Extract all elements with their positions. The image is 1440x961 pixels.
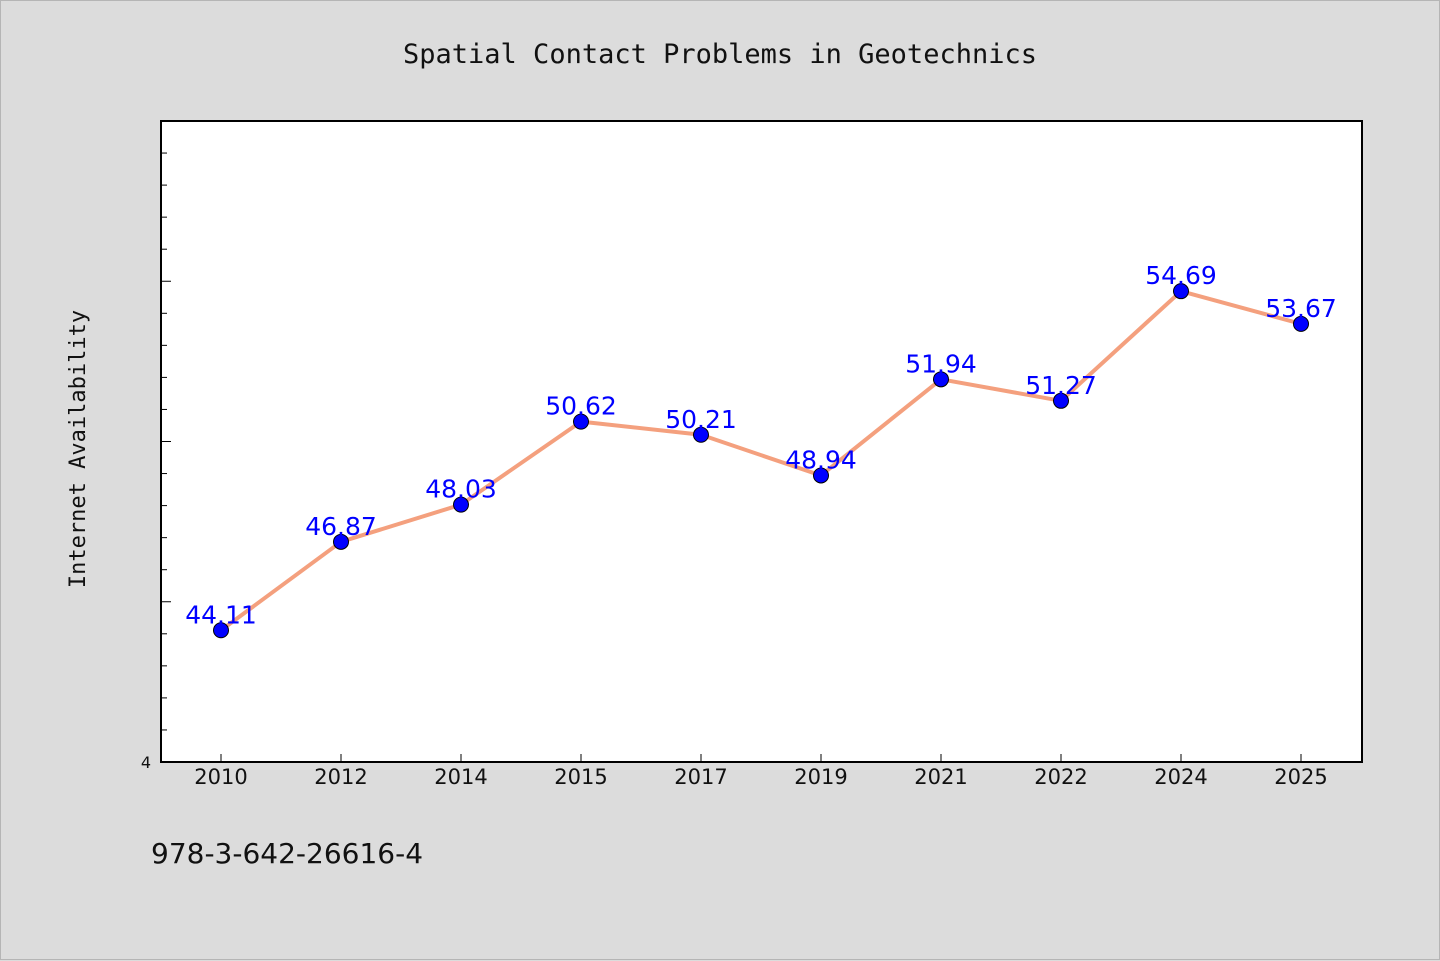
series-layer bbox=[213, 283, 1309, 639]
x-axis-ticks: 2010 2012 2014 2015 2017 2019 2021 2022 2024 2025 bbox=[194, 754, 1328, 789]
data-point bbox=[1173, 283, 1189, 300]
data-label: 46.87 bbox=[305, 512, 377, 541]
x-tick-label: 2014 bbox=[434, 765, 487, 789]
x-tick-label: 2015 bbox=[554, 765, 607, 789]
data-label: 53.67 bbox=[1265, 294, 1337, 323]
data-labels-layer: 44.11 46.87 48.03 50.62 50.21 48.94 51.94 51.27… bbox=[185, 261, 1337, 629]
data-label: 48.94 bbox=[785, 445, 857, 474]
data-label: 48.03 bbox=[425, 475, 497, 504]
x-tick-label: 2017 bbox=[674, 765, 727, 789]
data-label: 51.94 bbox=[905, 349, 977, 378]
plot-area bbox=[160, 120, 1363, 763]
data-label: 51.27 bbox=[1025, 371, 1097, 400]
y-tick-label: 4 bbox=[141, 753, 151, 772]
data-point bbox=[333, 533, 349, 550]
x-tick-label: 2025 bbox=[1274, 765, 1327, 789]
y-axis-ticks bbox=[161, 120, 171, 763]
data-point bbox=[573, 413, 589, 430]
data-point bbox=[1053, 392, 1069, 409]
y-axis-label: Internet Availability bbox=[66, 310, 91, 588]
data-point bbox=[213, 622, 229, 639]
data-label: 50.21 bbox=[665, 405, 737, 434]
data-label: 44.11 bbox=[185, 600, 257, 629]
data-point bbox=[453, 496, 469, 513]
x-tick-label: 2024 bbox=[1154, 765, 1207, 789]
isbn-text: 978-3-642-26616-4 bbox=[151, 837, 423, 870]
x-tick-label: 2012 bbox=[314, 765, 367, 789]
data-label: 50.62 bbox=[545, 392, 617, 421]
x-tick-label: 2010 bbox=[194, 765, 247, 789]
x-tick-label: 2019 bbox=[794, 765, 847, 789]
x-tick-label: 2022 bbox=[1034, 765, 1087, 789]
data-point bbox=[1293, 315, 1309, 332]
x-tick-label: 2021 bbox=[914, 765, 967, 789]
data-point bbox=[933, 371, 949, 388]
data-point bbox=[813, 467, 829, 484]
chart-title: Spatial Contact Problems in Geotechnics bbox=[403, 39, 1037, 70]
data-point bbox=[693, 426, 709, 443]
data-label: 54.69 bbox=[1145, 261, 1217, 290]
series-line bbox=[219, 289, 1302, 632]
